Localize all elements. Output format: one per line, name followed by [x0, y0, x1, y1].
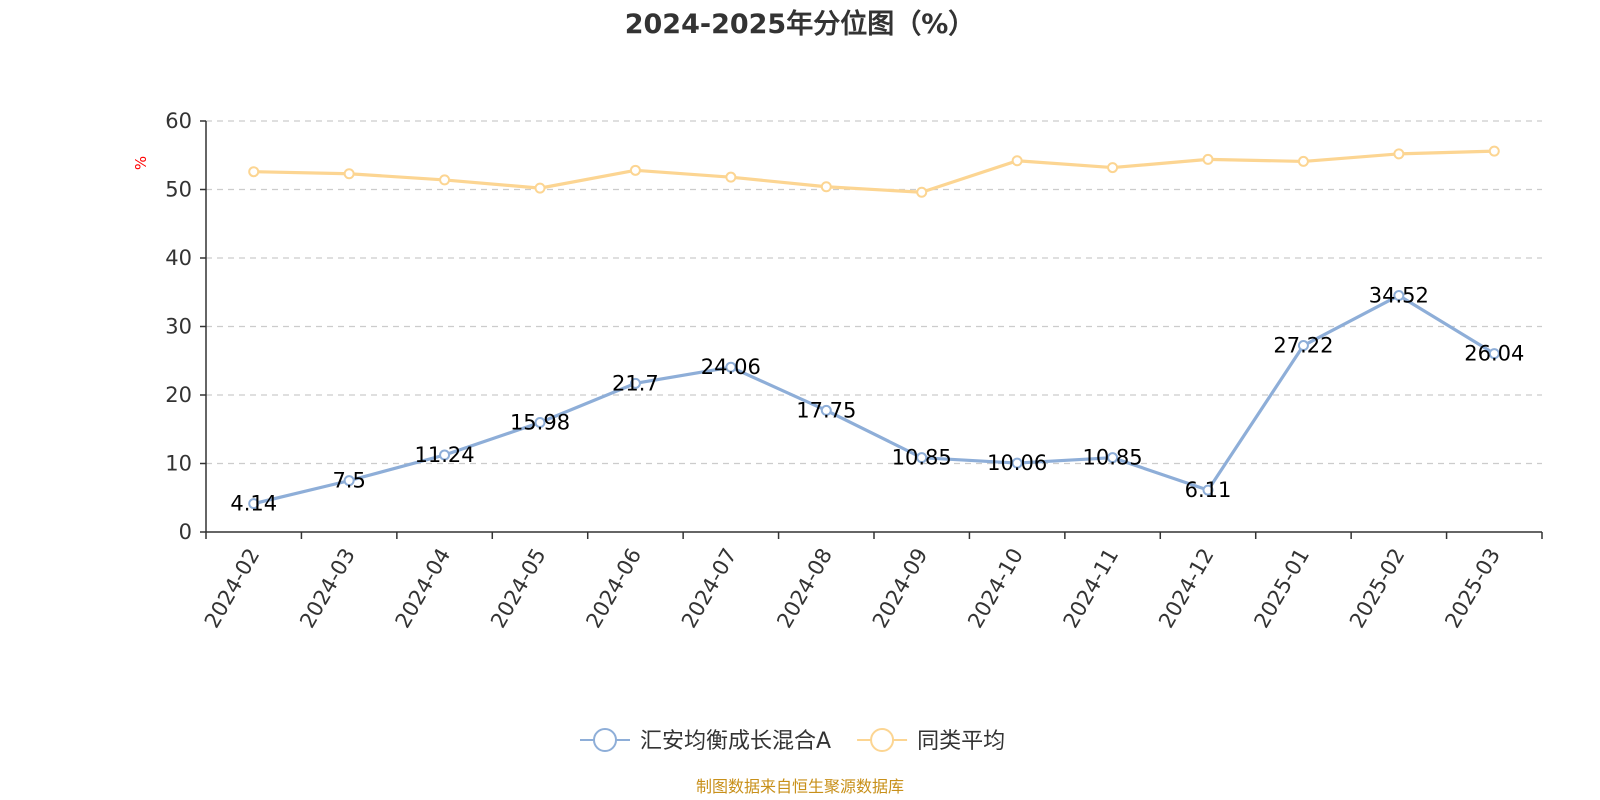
data-label: 11.24	[415, 443, 475, 467]
data-point	[1488, 145, 1500, 157]
series-line-1	[252, 149, 1496, 194]
data-label: 24.06	[701, 355, 761, 379]
data-point	[343, 168, 355, 180]
x-tick-label: 2024-09	[868, 544, 933, 632]
data-point	[248, 166, 260, 178]
x-tick-label: 2025-02	[1345, 544, 1410, 632]
data-point	[1488, 348, 1500, 360]
data-label: 10.06	[987, 451, 1047, 475]
x-tick-label: 2025-03	[1440, 544, 1505, 632]
data-label: 17.75	[796, 398, 856, 422]
legend-label: 同类平均	[917, 729, 1005, 754]
data-point	[1297, 340, 1309, 352]
grid-lines	[206, 120, 1542, 465]
data-point	[1011, 155, 1023, 167]
data-label: 10.85	[1083, 446, 1143, 470]
y-tick-label: 40	[165, 246, 192, 270]
y-tick-label: 50	[165, 178, 192, 202]
data-point	[629, 377, 641, 389]
data-point	[1297, 155, 1309, 167]
data-point	[248, 498, 260, 510]
x-tick-label: 2024-11	[1059, 544, 1124, 632]
x-tick-label: 2024-03	[295, 544, 360, 632]
data-point	[439, 449, 451, 461]
legend-label: 汇安均衡成长混合A	[640, 729, 831, 754]
series-layer	[248, 145, 1500, 510]
data-point	[1011, 457, 1023, 469]
x-tick-label: 2024-06	[581, 544, 646, 632]
y-tick-label: 10	[165, 452, 192, 476]
y-axis-unit-label: %	[132, 156, 150, 170]
legend-circle-icon	[870, 728, 895, 752]
data-point	[916, 452, 928, 464]
x-tick-label: 2024-04	[391, 544, 456, 632]
data-point	[1107, 452, 1119, 464]
series-line-0	[252, 293, 1496, 506]
legend-item-0[interactable]: 汇安均衡成长混合A	[580, 728, 831, 754]
data-point	[439, 174, 451, 186]
x-tick-label: 2024-07	[677, 544, 742, 632]
data-point	[534, 417, 546, 429]
data-point	[1107, 162, 1119, 174]
x-tick-label: 2024-05	[486, 544, 551, 632]
x-tick-label: 2024-12	[1154, 544, 1219, 632]
legend-circle-icon	[593, 728, 617, 752]
data-label: 7.5	[332, 469, 365, 493]
legend-item-1[interactable]: 同类平均	[857, 728, 1005, 754]
x-tick-label: 2024-02	[200, 544, 265, 632]
data-label: 26.04	[1464, 342, 1524, 366]
x-tick-label: 2024-10	[963, 544, 1028, 632]
data-point	[1202, 153, 1214, 165]
data-point	[534, 182, 546, 194]
data-point	[725, 171, 737, 183]
data-label: 6.11	[1185, 478, 1232, 502]
y-tick-label: 30	[165, 315, 192, 339]
data-label: 27.22	[1273, 334, 1333, 358]
data-point	[343, 475, 355, 487]
data-point	[820, 404, 832, 416]
data-point	[1202, 484, 1214, 496]
data-label: 21.7	[612, 371, 659, 395]
source-note: 制图数据来自恒生聚源数据库	[696, 777, 904, 796]
x-tick-label: 2024-08	[772, 544, 837, 632]
y-tick-label: 0	[179, 520, 192, 544]
data-label: 10.85	[892, 446, 952, 470]
y-tick-label: 60	[165, 109, 192, 133]
data-label: 15.98	[510, 411, 570, 435]
data-labels: 4.14 7.5 11.24 15.98 21.7 24.06 17.75 10.85 10.0…	[230, 284, 1524, 516]
data-label: 4.14	[230, 492, 277, 516]
x-tick-label: 2025-01	[1249, 544, 1314, 632]
data-point	[916, 186, 928, 198]
y-tick-label: 20	[165, 383, 192, 407]
legend: 汇安均衡成长混合A 同类平均	[580, 728, 1005, 754]
data-point	[629, 164, 641, 176]
chart-title: 2024-2025年分位图（%）	[625, 8, 976, 40]
data-label: 34.52	[1369, 284, 1429, 308]
data-point	[820, 181, 832, 193]
data-point	[1393, 148, 1405, 160]
data-point	[1393, 290, 1405, 302]
data-point	[725, 361, 737, 373]
